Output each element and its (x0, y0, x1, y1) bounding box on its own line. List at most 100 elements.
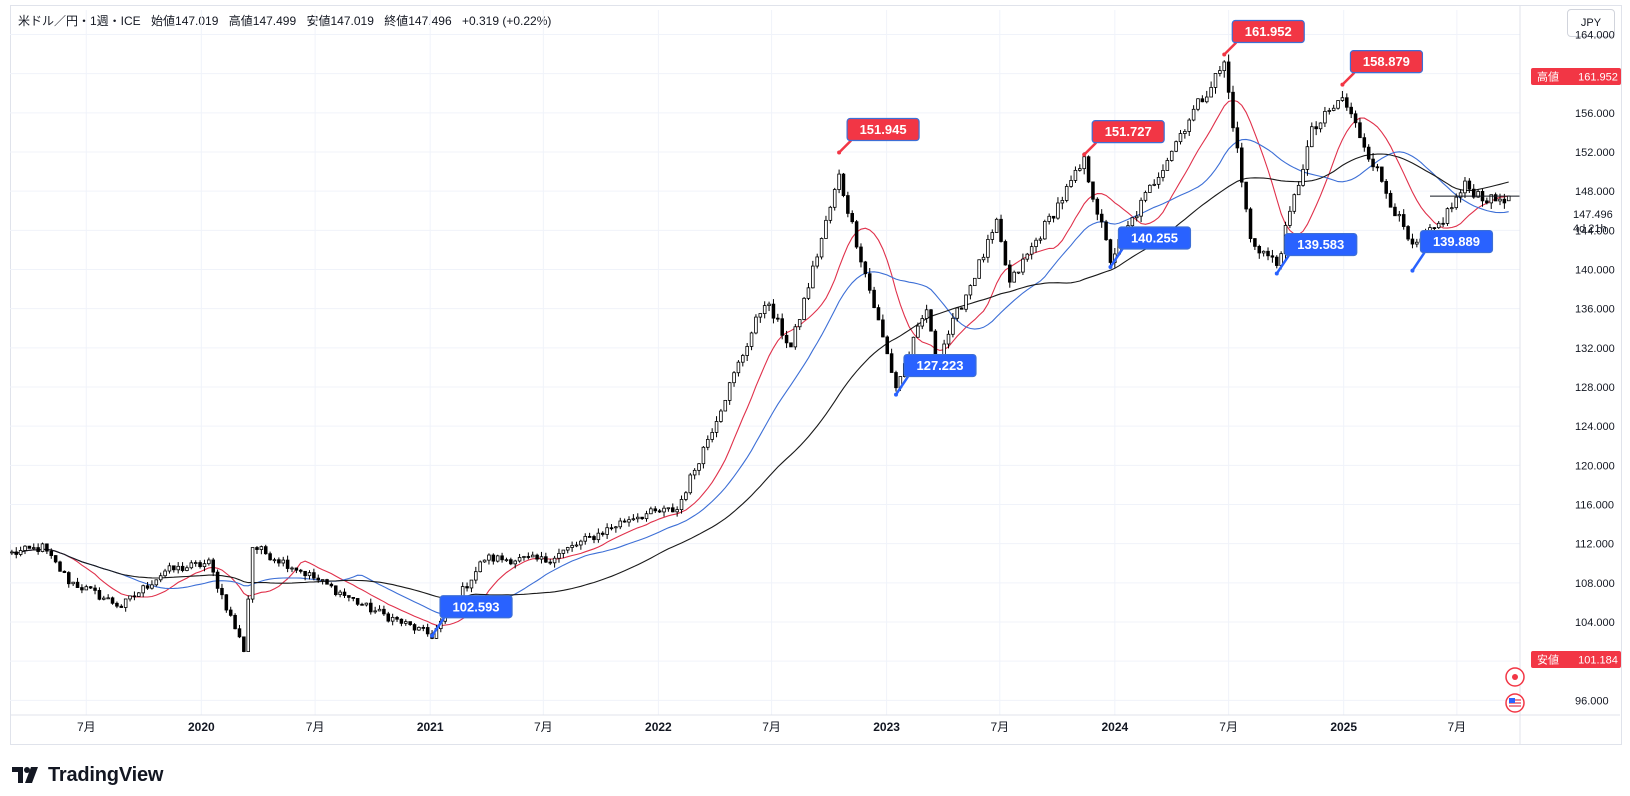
candle (128, 595, 132, 602)
candle (583, 533, 588, 545)
candle (491, 553, 496, 565)
candle (587, 532, 592, 538)
low-callout[interactable]: 127.223 (893, 353, 977, 397)
high-callout[interactable]: 151.727 (1082, 120, 1165, 157)
candle (552, 555, 557, 568)
candle (364, 602, 369, 607)
candle (386, 611, 391, 623)
candle (889, 348, 894, 373)
price-tick-label: 112.000 (1575, 539, 1614, 551)
low-value: 安値147.019 (306, 14, 374, 28)
candle (1498, 193, 1502, 206)
candle (675, 506, 679, 517)
candle (666, 507, 671, 512)
moving-averages (11, 99, 1509, 627)
candle (281, 556, 286, 567)
candle (404, 619, 408, 626)
candle (1331, 104, 1336, 112)
candle (1143, 190, 1148, 203)
candle (793, 323, 798, 350)
candle (754, 314, 758, 335)
callouts: 161.952 158.879 151.945 151.727 140.255 139.5… (430, 19, 1520, 638)
candle (412, 623, 417, 634)
candle (881, 314, 885, 338)
candle (1450, 202, 1454, 213)
time-tick-label: 7月 (990, 720, 1009, 734)
currency-button[interactable]: JPY (1567, 9, 1615, 37)
candle (224, 594, 229, 613)
candle (1060, 196, 1065, 210)
low-callout[interactable]: 102.593 (430, 595, 513, 638)
candle (570, 541, 574, 552)
candle (141, 584, 145, 598)
candle (277, 557, 281, 567)
candle (1108, 238, 1113, 268)
candle (290, 566, 294, 573)
candle (622, 518, 627, 523)
candle (1244, 181, 1248, 213)
candle (106, 594, 110, 600)
candle (1463, 177, 1467, 199)
alert-icon[interactable] (1505, 667, 1525, 687)
candle (1366, 144, 1371, 162)
price-tick-label: 148.000 (1575, 186, 1615, 198)
candle (1025, 252, 1030, 262)
candle (535, 553, 539, 562)
candle (850, 210, 854, 224)
high-callout[interactable]: 161.952 (1222, 19, 1305, 57)
price-tick-label: 116.000 (1575, 499, 1614, 511)
candle (811, 260, 815, 289)
low-callout[interactable]: 139.889 (1410, 229, 1494, 273)
candle (303, 570, 307, 581)
callout-value: 140.255 (1131, 230, 1178, 245)
candle (609, 524, 614, 531)
high-callout[interactable]: 151.945 (837, 117, 920, 155)
candle (973, 277, 977, 287)
candle (1397, 210, 1402, 222)
candle (233, 613, 237, 630)
tradingview-logo[interactable]: TradingView (12, 764, 163, 786)
candle (347, 595, 351, 602)
candle (1480, 189, 1485, 207)
candle (1406, 225, 1410, 242)
time-tick-label: 7月 (534, 720, 553, 734)
candle (259, 545, 264, 555)
candle (71, 581, 75, 587)
low-callout[interactable]: 139.583 (1274, 232, 1358, 276)
candle (920, 315, 925, 330)
candle (198, 560, 202, 569)
candle (185, 565, 189, 572)
candle (714, 416, 719, 438)
time-axis[interactable]: 7月 2020 7月 2021 7月 2022 7月 2023 7月 2024 7月 2025 7月 (10, 714, 1620, 734)
candle (1231, 85, 1235, 132)
high-callout[interactable]: 158.879 (1340, 50, 1424, 87)
candle (592, 534, 596, 544)
candle (640, 516, 644, 521)
price-tick-label: 108.000 (1575, 578, 1615, 590)
candle (395, 615, 399, 622)
candle (1380, 166, 1384, 183)
candle (614, 525, 618, 533)
candle (360, 602, 364, 606)
candle (1073, 166, 1078, 183)
candle (408, 621, 412, 627)
brand-name: TradingView (48, 763, 164, 786)
candle (653, 506, 658, 514)
candle (745, 342, 749, 361)
candle (1095, 197, 1100, 221)
candle (220, 583, 224, 600)
candle (1064, 183, 1069, 203)
price-axis[interactable]: 164.000160.000156.000152.000148.000144.0… (1519, 5, 1615, 745)
candle (215, 569, 220, 593)
low-callout[interactable]: 140.255 (1108, 226, 1192, 269)
candle (1384, 179, 1388, 199)
candle (1314, 121, 1318, 136)
price-tick-label: 164.000 (1575, 29, 1615, 41)
candle (1336, 100, 1340, 110)
candle (999, 214, 1003, 243)
us-flag-icon[interactable] (1505, 693, 1525, 713)
candle (1029, 242, 1034, 260)
high-value: 高値147.499 (228, 14, 297, 28)
symbol-title[interactable]: 米ドル／円・1週・ICE (18, 14, 141, 28)
